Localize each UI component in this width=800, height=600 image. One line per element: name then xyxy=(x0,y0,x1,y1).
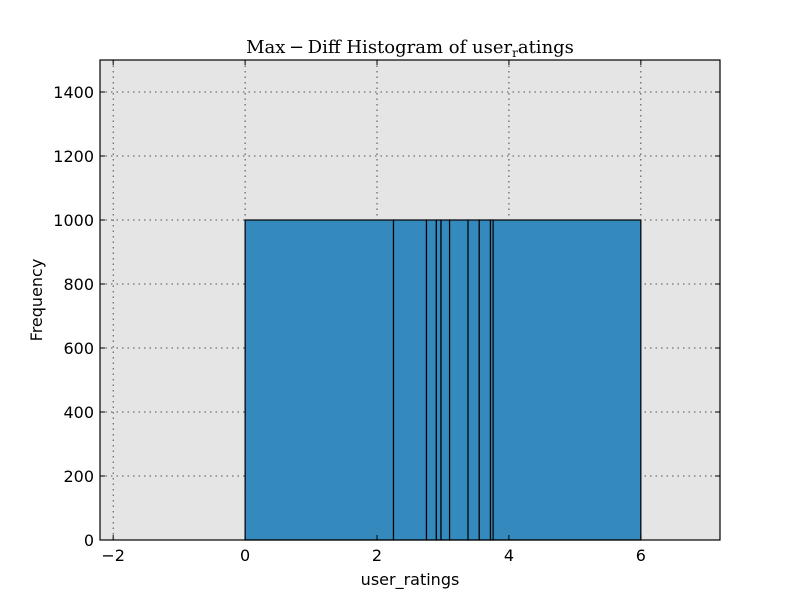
histogram-bar xyxy=(448,219,469,541)
histogram-bar xyxy=(244,219,395,541)
y-tick-label: 1400 xyxy=(53,83,94,102)
y-tick-label: 800 xyxy=(63,275,94,294)
x-tick-label: 2 xyxy=(372,546,382,565)
bar-layer xyxy=(244,219,642,541)
tick-layer: −2 0 2 4 6 0 200 400 600 800 1000 1200 1400 xyxy=(53,60,720,565)
x-tick-label: 6 xyxy=(636,546,646,565)
plot-frame xyxy=(99,59,721,541)
histogram-bar xyxy=(492,219,642,541)
y-axis-label: Frequency xyxy=(27,259,46,342)
x-tick-label: 4 xyxy=(504,546,514,565)
x-tick-label: −2 xyxy=(101,546,125,565)
y-tick-label: 600 xyxy=(63,339,94,358)
histogram-bar xyxy=(478,219,492,541)
histogram-bar xyxy=(440,219,451,541)
histogram-bar xyxy=(425,219,437,541)
histogram-bar xyxy=(435,219,442,541)
histogram-bar xyxy=(392,219,428,541)
y-tick-label: 1200 xyxy=(53,147,94,166)
x-axis-label: user_ratings xyxy=(361,570,460,590)
x-tick-label: 0 xyxy=(240,546,250,565)
chart-title: Max − Diff Histogram of userratings xyxy=(246,37,574,60)
y-tick-label: 0 xyxy=(84,531,94,550)
y-tick-label: 400 xyxy=(63,403,94,422)
y-tick-label: 200 xyxy=(63,467,94,486)
y-tick-label: 1000 xyxy=(53,211,94,230)
histogram-bar xyxy=(467,219,480,541)
